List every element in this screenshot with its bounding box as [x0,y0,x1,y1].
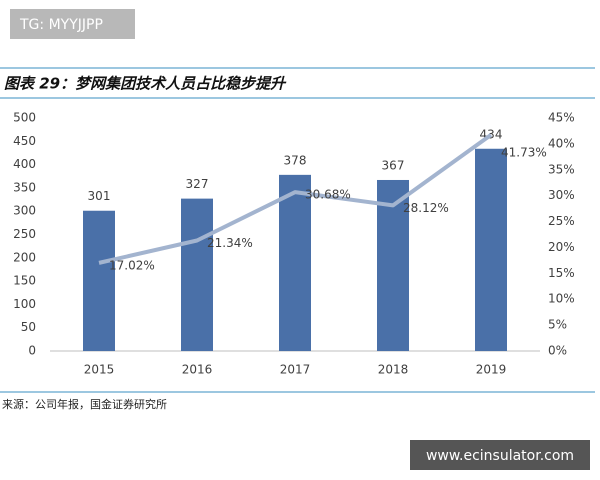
y-tick-label: 150 [13,274,36,288]
y2-tick-label: 45% [548,111,575,125]
y-tick-label: 100 [13,297,36,311]
y2-tick-label: 10% [548,292,575,306]
y-tick-label: 0 [28,344,36,358]
y2-tick-label: 5% [548,318,567,332]
y2-tick-label: 30% [548,188,575,202]
y-tick-label: 300 [13,204,36,218]
source: 来源：公司年报，国金证券研究所 [2,397,167,411]
data-label: 21.34% [207,236,253,250]
watermark: TG: MYYJJPP [19,17,103,33]
data-label: 301 [88,189,111,203]
x-tick-label: 2017 [280,363,311,377]
y2-tick-label: 35% [548,162,575,176]
data-label: 378 [284,153,307,167]
data-label: 30.68% [305,188,351,202]
x-tick-label: 2019 [476,363,507,377]
y-tick-label: 500 [13,111,36,125]
y-tick-label: 200 [13,250,36,264]
y-tick-label: 350 [13,180,36,194]
y-tick-label: 450 [13,134,36,148]
y2-tick-label: 20% [548,240,575,254]
bar [377,179,409,351]
watermark-box [410,440,590,470]
bar [83,210,115,351]
line [98,133,493,265]
y2-tick-label: 25% [548,214,575,228]
y-tick-label: 250 [13,227,36,241]
bar [181,198,213,351]
watermark-box [10,9,135,39]
bar [279,174,311,351]
data-label: 28.12% [403,201,449,215]
y2-tick-label: 40% [548,136,575,150]
chart-title: 图表 29：梦网集团技术人员占比稳步提升 [4,75,287,93]
data-label: 367 [382,158,405,172]
y-tick-label: 400 [13,157,36,171]
data-label: 327 [186,177,209,191]
y-tick-label: 50 [21,320,36,334]
x-tick-label: 2018 [378,363,409,377]
bar [475,148,507,351]
y2-tick-label: 0% [548,344,567,358]
data-label: 17.02% [109,258,155,272]
data-label: 41.73% [501,145,547,159]
y2-tick-label: 15% [548,266,575,280]
watermark: www.ecinsulator.com [426,448,574,464]
x-tick-label: 2015 [84,363,115,377]
x-tick-label: 2016 [182,363,213,377]
